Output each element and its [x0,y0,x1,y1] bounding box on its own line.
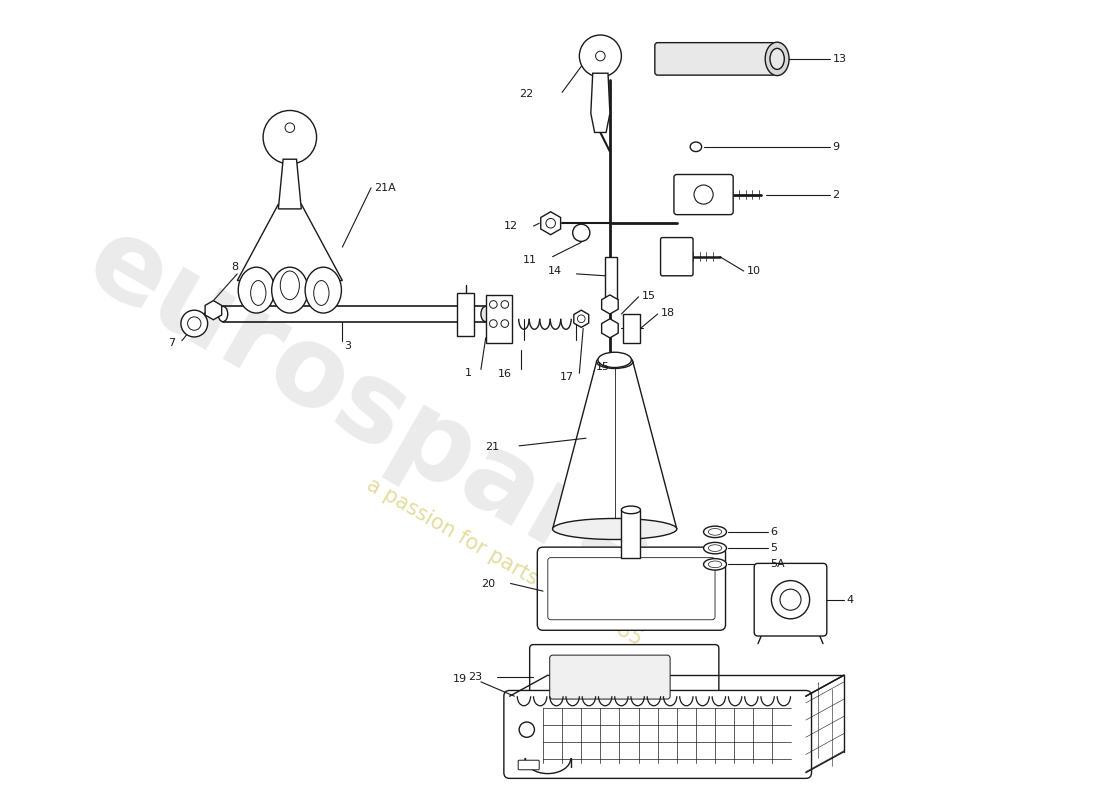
Circle shape [500,320,508,327]
Text: 16: 16 [498,370,512,379]
Ellipse shape [305,267,341,313]
Polygon shape [552,362,676,529]
Circle shape [580,35,622,77]
Text: 1: 1 [464,368,472,378]
FancyBboxPatch shape [550,655,670,699]
Circle shape [573,224,590,242]
Text: 22: 22 [519,90,534,99]
Text: 20: 20 [481,579,495,590]
Text: 6: 6 [770,527,778,537]
Ellipse shape [621,506,640,514]
Text: 7: 7 [168,338,176,348]
Ellipse shape [704,558,726,570]
Circle shape [546,218,556,228]
Ellipse shape [708,545,722,551]
Ellipse shape [766,42,789,76]
Text: 21A: 21A [374,183,396,193]
Ellipse shape [239,267,275,313]
Text: 21: 21 [485,442,499,452]
Text: 15: 15 [641,291,656,301]
Ellipse shape [596,355,632,369]
Ellipse shape [770,48,784,70]
Bar [605,257,617,300]
Text: 23: 23 [468,672,482,682]
Ellipse shape [704,526,726,538]
Circle shape [595,51,605,61]
Text: 19: 19 [452,674,466,684]
FancyBboxPatch shape [518,760,539,770]
Text: 2: 2 [833,190,839,199]
Text: 11: 11 [524,254,537,265]
Circle shape [500,301,508,308]
Text: 12: 12 [504,221,518,231]
Circle shape [519,722,535,738]
Circle shape [188,317,201,330]
Text: 18: 18 [661,308,674,318]
Ellipse shape [552,518,676,539]
FancyBboxPatch shape [530,645,718,710]
Text: eurospares: eurospares [68,206,730,650]
Circle shape [285,123,295,133]
Polygon shape [238,204,342,281]
Circle shape [490,320,497,327]
FancyBboxPatch shape [504,690,812,778]
FancyBboxPatch shape [537,547,726,630]
Text: 8: 8 [231,262,238,272]
Polygon shape [591,74,609,133]
Circle shape [263,110,317,164]
Bar [456,293,474,336]
Circle shape [694,185,713,204]
Text: 5A: 5A [770,559,785,570]
Text: 13: 13 [833,54,847,64]
Ellipse shape [704,542,726,554]
Circle shape [578,315,585,322]
Circle shape [771,581,810,619]
Text: a passion for parts since 1985: a passion for parts since 1985 [363,475,646,650]
Text: 3: 3 [344,341,351,350]
Polygon shape [278,159,301,209]
Text: 5: 5 [770,543,778,553]
Bar [486,295,513,342]
Circle shape [780,589,801,610]
Text: 17: 17 [560,372,574,382]
Circle shape [490,301,497,308]
FancyBboxPatch shape [674,174,734,214]
FancyBboxPatch shape [755,563,827,636]
Text: 4: 4 [847,594,854,605]
Circle shape [180,310,208,337]
Text: 15: 15 [595,362,609,371]
Bar [624,314,640,342]
Ellipse shape [690,142,702,151]
Text: 10: 10 [747,266,760,276]
Ellipse shape [708,561,722,568]
Ellipse shape [218,306,228,322]
Bar [621,510,640,558]
Ellipse shape [481,306,491,322]
FancyBboxPatch shape [654,42,776,75]
Ellipse shape [708,529,722,535]
Ellipse shape [272,267,308,313]
Ellipse shape [598,352,631,367]
Text: 9: 9 [833,142,839,152]
FancyBboxPatch shape [661,238,693,276]
Text: 14: 14 [548,266,562,276]
